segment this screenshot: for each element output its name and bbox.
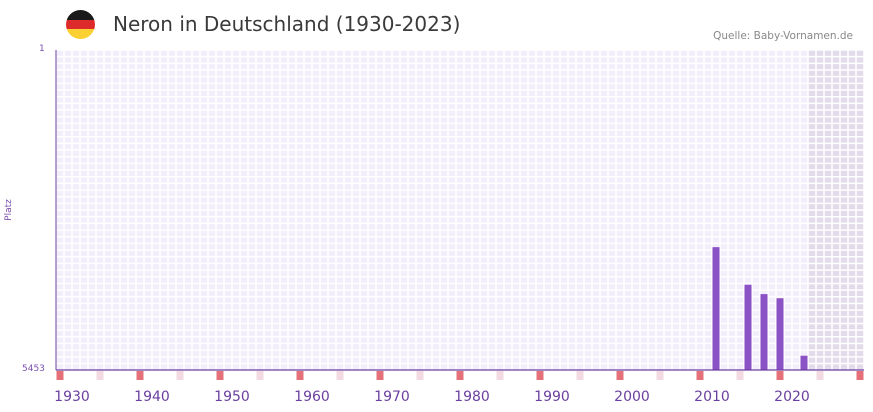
x-tick-1990: 1990 bbox=[534, 389, 570, 405]
decade-marker bbox=[736, 371, 744, 380]
decade-marker bbox=[856, 371, 864, 380]
decade-marker bbox=[496, 371, 504, 380]
x-tick-1960: 1960 bbox=[294, 389, 330, 405]
decade-marker bbox=[256, 371, 264, 380]
x-tick-2000: 2000 bbox=[614, 389, 650, 405]
x-tick-1930: 1930 bbox=[54, 389, 90, 405]
bar-2014 bbox=[744, 284, 752, 370]
y-tick-top: 1 bbox=[39, 44, 45, 54]
bar-2021 bbox=[800, 355, 808, 370]
decade-marker bbox=[336, 371, 344, 380]
decade-marker bbox=[776, 371, 784, 380]
decade-marker bbox=[136, 371, 144, 380]
bar-2018 bbox=[776, 298, 784, 370]
decade-marker bbox=[376, 371, 384, 380]
decade-marker bbox=[696, 371, 704, 380]
decade-marker bbox=[96, 371, 104, 380]
decade-marker bbox=[576, 371, 584, 380]
decade-marker bbox=[56, 371, 64, 380]
germany-flag-icon bbox=[66, 10, 95, 39]
decade-marker bbox=[816, 371, 824, 380]
x-tick-1950: 1950 bbox=[214, 389, 250, 405]
chart-title: Neron in Deutschland (1930-2023) bbox=[113, 12, 461, 36]
x-tick-1970: 1970 bbox=[374, 389, 410, 405]
y-tick-bottom: 5453 bbox=[22, 364, 45, 374]
decade-marker bbox=[536, 371, 544, 380]
decade-marker bbox=[656, 371, 664, 380]
x-tick-2020: 2020 bbox=[774, 389, 810, 405]
decade-marker bbox=[216, 371, 224, 380]
decade-marker bbox=[456, 371, 464, 380]
decade-marker bbox=[616, 371, 624, 380]
x-tick-2010: 2010 bbox=[694, 389, 730, 405]
x-tick-1940: 1940 bbox=[134, 389, 170, 405]
bar-2010 bbox=[712, 247, 720, 370]
bar-2016 bbox=[760, 294, 768, 370]
decade-marker bbox=[416, 371, 424, 380]
decade-marker bbox=[176, 371, 184, 380]
decade-marker bbox=[296, 371, 304, 380]
source-link[interactable]: Quelle: Baby-Vornamen.de bbox=[713, 30, 853, 42]
x-tick-1980: 1980 bbox=[454, 389, 490, 405]
